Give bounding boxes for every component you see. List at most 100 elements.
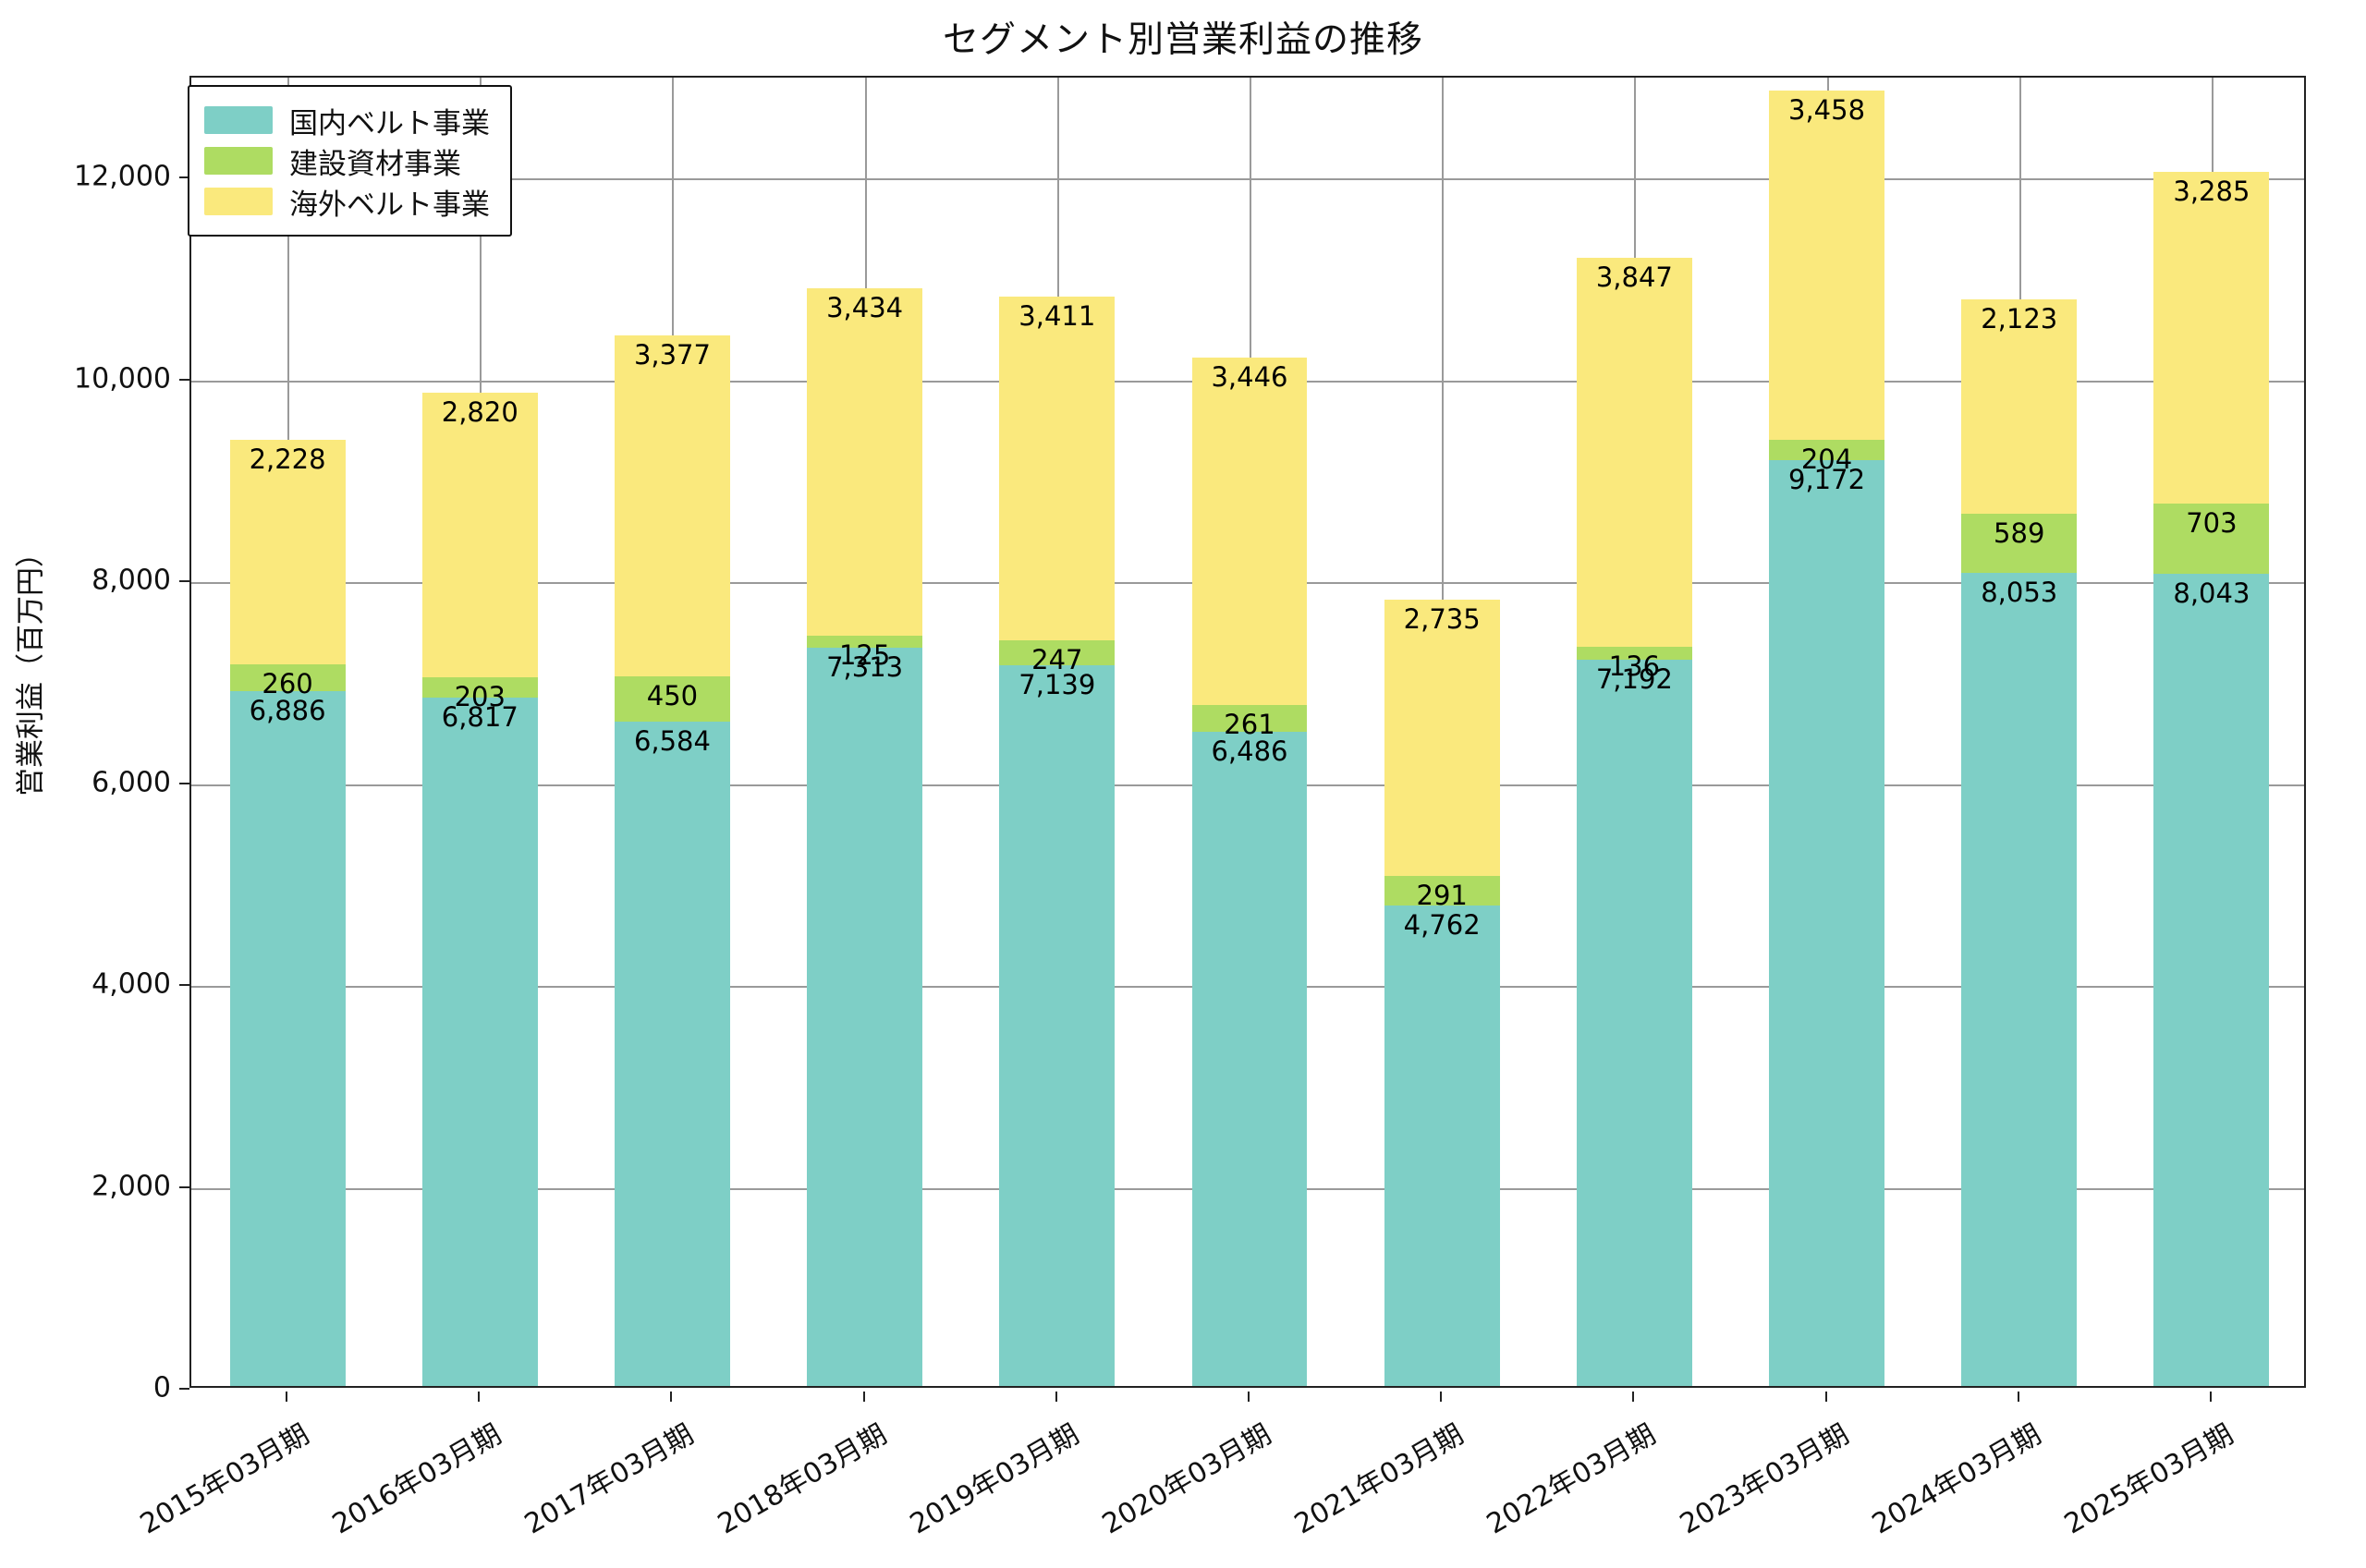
bar-segment[interactable] (999, 640, 1116, 666)
y-axis-tick-labels: 0 2,000 4,000 6,000 8,000 10,000 12,000 (0, 76, 189, 1404)
bar-value-label: 2,735 (1403, 603, 1481, 636)
bar-value-label: 291 (1416, 880, 1468, 912)
bar-stack[interactable]: 8,053 589 2,123 (1961, 74, 2078, 1386)
bar-segment[interactable] (615, 721, 730, 1386)
y-axis-tick-label: 4,000 (91, 967, 171, 1001)
bar-segment[interactable] (1191, 731, 1308, 1386)
bar-stack[interactable]: 6,584 450 3,377 (615, 74, 730, 1386)
y-axis-tick-mark (179, 378, 189, 381)
x-axis-tick-label: 2024年03月期 (1866, 1417, 2047, 1541)
plot-area: 6,886 260 2,228 6,817 203 2,820 6,584 450 3,377 7… (189, 76, 2306, 1388)
bar-segment[interactable] (1769, 439, 1884, 461)
bar-segment[interactable] (615, 334, 730, 676)
bar-stack[interactable]: 8,043 703 3,285 (2153, 74, 2270, 1386)
bar-segment[interactable] (229, 690, 346, 1386)
x-axis-tick-label: 2025年03月期 (2058, 1417, 2239, 1541)
y-axis-label: 営業利益（百万円） (14, 539, 48, 796)
bar-value-label: 6,584 (633, 724, 711, 757)
bar-segment[interactable] (229, 664, 346, 691)
bar-segment[interactable] (1769, 91, 1884, 440)
y-axis-tick-mark (179, 1388, 189, 1390)
bar-value-label: 203 (454, 681, 506, 713)
legend-swatch (204, 106, 273, 134)
bar-segment[interactable] (1576, 660, 1692, 1386)
bar-stack[interactable]: 6,486 261 3,446 (1191, 74, 1308, 1386)
x-axis-tick-mark (2209, 1392, 2212, 1402)
bar-segment[interactable] (999, 665, 1116, 1386)
bar-segment[interactable] (1384, 600, 1500, 877)
bar-value-label: 7,313 (826, 651, 904, 684)
bar-segment[interactable] (2153, 503, 2270, 575)
bar-segment[interactable] (421, 698, 538, 1386)
y-axis-tick-mark (179, 176, 189, 179)
y-axis-tick-label: 12,000 (74, 160, 171, 193)
bar-value-label: 3,377 (633, 338, 711, 371)
bar-stack[interactable]: 7,139 247 3,411 (999, 74, 1116, 1386)
bar-segment[interactable] (1576, 646, 1692, 661)
bar-stack[interactable]: 6,817 203 2,820 (421, 74, 538, 1386)
bar-value-label: 3,847 (1595, 261, 1673, 294)
bar-value-label: 7,139 (1018, 669, 1096, 701)
bar-segment[interactable] (999, 296, 1116, 641)
x-axis-tick-label: 2022年03月期 (1482, 1417, 1662, 1541)
legend-swatch (204, 188, 273, 215)
bar-segment[interactable] (807, 648, 923, 1386)
y-axis-tick-mark (179, 782, 189, 784)
y-axis-tick-label: 8,000 (91, 564, 171, 597)
bar-segment[interactable] (1961, 299, 2078, 515)
bar-segment[interactable] (807, 288, 923, 636)
bar-segment[interactable] (1384, 905, 1500, 1386)
bar-segment[interactable] (421, 393, 538, 678)
legend-swatch (204, 147, 273, 175)
bar-value-label: 9,172 (1788, 464, 1866, 496)
bar-stack[interactable]: 7,192 136 3,847 (1576, 74, 1692, 1386)
x-axis-tick-label: 2017年03月期 (519, 1417, 700, 1541)
bar-segment[interactable] (1191, 357, 1308, 706)
bar-value-label: 136 (1608, 650, 1661, 682)
legend-item[interactable]: 国内ベルト事業 (204, 100, 490, 140)
bar-segment[interactable] (807, 635, 923, 649)
x-axis-tick-label: 2016年03月期 (327, 1417, 507, 1541)
bar-value-label: 4,762 (1403, 908, 1481, 941)
bar-segment[interactable] (1384, 876, 1500, 906)
x-axis-tick-mark (1632, 1392, 1635, 1402)
y-axis-tick-mark (179, 580, 189, 583)
bar-stack[interactable]: 6,886 260 2,228 (229, 74, 346, 1386)
legend-label: 建設資材事業 (289, 147, 461, 181)
x-axis-tick-label: 2023年03月期 (1674, 1417, 1855, 1541)
legend-item[interactable]: 建設資材事業 (204, 140, 490, 181)
x-axis-tick-label: 2018年03月期 (712, 1417, 893, 1541)
bar-value-label: 2,123 (1981, 303, 2058, 335)
bar-stack[interactable]: 9,172 204 3,458 (1769, 74, 1884, 1386)
bar-value-label: 450 (646, 679, 699, 711)
bar-segment[interactable] (1961, 573, 2078, 1386)
y-axis-tick-label: 2,000 (91, 1170, 171, 1203)
x-axis-tick-label: 2020年03月期 (1096, 1417, 1277, 1541)
bar-stack[interactable]: 4,762 291 2,735 (1384, 74, 1500, 1386)
bar-value-label: 3,285 (2173, 175, 2250, 207)
bar-value-label: 6,817 (441, 701, 518, 734)
bar-stack[interactable]: 7,313 125 3,434 (807, 74, 923, 1386)
bar-segment[interactable] (2153, 574, 2270, 1386)
x-axis-tick-label: 2019年03月期 (904, 1417, 1085, 1541)
bar-segment[interactable] (2153, 171, 2270, 504)
legend-item[interactable]: 海外ベルト事業 (204, 181, 490, 222)
bar-value-label: 3,458 (1788, 94, 1866, 127)
bar-segment[interactable] (229, 440, 346, 665)
bar-value-label: 261 (1224, 709, 1275, 741)
bar-segment[interactable] (615, 675, 730, 722)
x-axis-tick-mark (862, 1392, 865, 1402)
x-axis-tick-mark (670, 1392, 673, 1402)
bar-value-label: 7,192 (1595, 663, 1673, 696)
legend-label: 海外ベルト事業 (289, 188, 490, 222)
bar-segment[interactable] (1576, 258, 1692, 647)
x-axis-tick-label: 2021年03月期 (1289, 1417, 1470, 1541)
bar-segment[interactable] (421, 677, 538, 699)
bar-value-label: 2,228 (249, 444, 326, 476)
bar-segment[interactable] (1769, 460, 1884, 1386)
bar-value-label: 247 (1031, 644, 1083, 676)
bar-segment[interactable] (1191, 705, 1308, 732)
x-axis-tick-label: 2015年03月期 (134, 1417, 315, 1541)
bar-value-label: 8,053 (1981, 577, 2058, 609)
bar-segment[interactable] (1961, 514, 2078, 574)
